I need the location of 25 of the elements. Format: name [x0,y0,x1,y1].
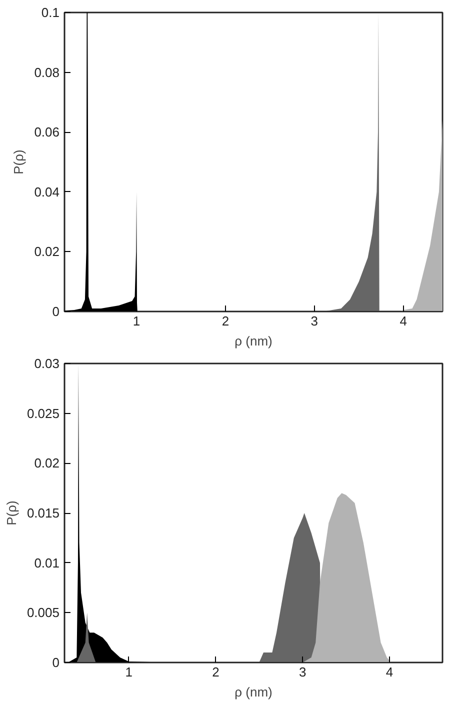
x-tick-label: 1 [125,664,132,680]
y-tick-label: 0.04 [34,184,60,200]
y-tick-label: 0 [52,655,60,670]
y-tick-label: 0 [52,304,60,319]
y-tick-label: 0.01 [34,555,60,570]
y-tick-label: 0.025 [26,406,60,421]
x-tick-label: 2 [212,664,220,680]
y-tick-label: 0.06 [34,124,60,140]
x-tick-label: 4 [386,664,394,680]
x-tick-label: 3 [298,664,306,680]
y-axis-title: P(ρ) [11,150,26,174]
y-axis-title: P(ρ) [4,500,19,526]
x-tick-label: 3 [310,314,318,328]
y-tick-label: 0.08 [34,64,60,80]
y-tick-label: 0.02 [34,456,60,471]
x-axis-title: ρ (nm) [234,334,272,348]
x-axis-title: ρ (nm) [234,684,272,700]
x-tick-label: 1 [132,314,140,328]
y-tick-label: 0.005 [26,605,60,620]
y-tick-label: 0.03 [34,356,60,371]
y-tick-label: 0.1 [41,5,60,20]
x-tick-label: 2 [222,314,230,328]
y-tick-label: 0.02 [34,244,60,260]
x-tick-label: 4 [400,314,407,328]
y-tick-label: 0.015 [26,506,60,520]
